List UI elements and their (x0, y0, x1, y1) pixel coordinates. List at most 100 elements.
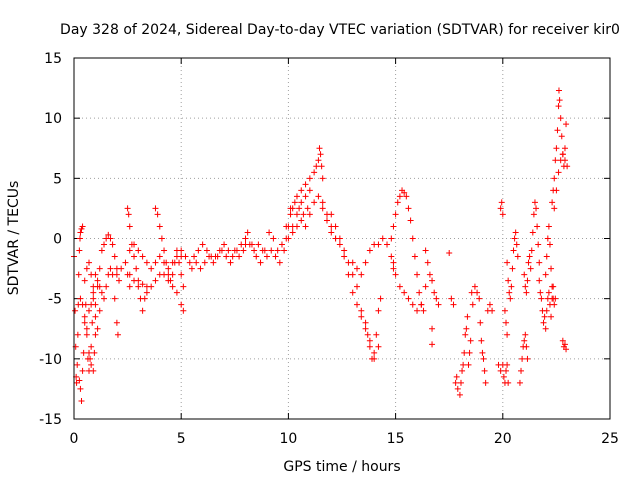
data-point (75, 271, 82, 278)
data-point (289, 205, 296, 212)
data-point (420, 307, 427, 314)
data-point (498, 199, 505, 206)
data-point (165, 265, 172, 272)
data-point (336, 241, 343, 248)
data-point (503, 367, 510, 374)
data-point (394, 199, 401, 206)
data-point (242, 235, 249, 242)
data-point (319, 175, 326, 182)
data-point (474, 289, 481, 296)
data-point (77, 235, 84, 242)
data-point (96, 265, 103, 272)
data-point (86, 307, 93, 314)
data-point (81, 277, 88, 284)
data-point (261, 247, 268, 254)
data-point (407, 217, 414, 224)
data-point (319, 205, 326, 212)
data-point (278, 241, 285, 248)
data-point (503, 319, 510, 326)
data-point (536, 277, 543, 284)
data-point (525, 259, 532, 266)
data-point (543, 253, 550, 260)
data-point (555, 169, 562, 176)
data-point (448, 295, 455, 302)
data-point (298, 199, 305, 206)
data-point (79, 223, 86, 230)
data-point (96, 283, 103, 290)
data-point (480, 355, 487, 362)
data-point (481, 367, 488, 374)
data-point (553, 187, 560, 194)
data-point (318, 163, 325, 170)
data-point (405, 205, 412, 212)
data-point (182, 253, 189, 260)
data-point (152, 259, 159, 266)
y-tick-label: 15 (44, 51, 62, 67)
data-point (92, 313, 99, 320)
data-point (552, 295, 559, 302)
data-point (349, 289, 356, 296)
data-point (366, 247, 373, 254)
data-point (255, 241, 262, 248)
data-point (83, 325, 90, 332)
y-tick-label: 10 (44, 111, 62, 127)
data-point (549, 283, 556, 290)
data-point (86, 349, 93, 356)
data-point (499, 211, 506, 218)
data-point (507, 295, 514, 302)
y-tick-label: -10 (39, 352, 62, 368)
data-point (476, 295, 483, 302)
data-point (548, 313, 555, 320)
data-point (223, 253, 230, 260)
data-point (371, 349, 378, 356)
y-axis-label: SDTVAR / TECUs (6, 181, 22, 296)
data-point (281, 247, 288, 254)
data-point (98, 247, 105, 254)
data-point (501, 307, 508, 314)
data-points (71, 87, 571, 404)
data-point (229, 253, 236, 260)
data-point (161, 247, 168, 254)
data-point (116, 277, 123, 284)
data-point (422, 283, 429, 290)
data-point (199, 241, 206, 248)
data-point (332, 223, 339, 230)
data-point (225, 247, 232, 254)
data-point (236, 253, 243, 260)
data-point (176, 259, 183, 266)
data-point (148, 265, 155, 272)
data-point (489, 307, 496, 314)
data-point (523, 343, 530, 350)
x-axis-label: GPS time / hours (283, 459, 400, 475)
data-point (126, 223, 133, 230)
data-point (302, 193, 309, 200)
data-point (94, 325, 101, 332)
data-point (555, 87, 562, 94)
data-point (90, 289, 97, 296)
data-point (74, 361, 81, 368)
data-point (304, 205, 311, 212)
data-point (519, 355, 526, 362)
data-point (559, 151, 566, 158)
data-point (96, 307, 103, 314)
data-point (77, 295, 84, 302)
data-point (464, 313, 471, 320)
data-point (508, 283, 515, 290)
data-point (276, 259, 283, 266)
data-point (80, 349, 87, 356)
x-tick-label: 5 (177, 431, 186, 447)
data-point (401, 189, 408, 196)
data-point (358, 307, 365, 314)
data-point (375, 343, 382, 350)
data-point (88, 343, 95, 350)
data-point (478, 337, 485, 344)
data-point (268, 247, 275, 254)
data-point (296, 205, 303, 212)
data-point (392, 211, 399, 218)
data-point (542, 325, 549, 332)
data-point (524, 355, 531, 362)
data-point (131, 241, 138, 248)
data-point (538, 295, 545, 302)
data-point (522, 283, 529, 290)
